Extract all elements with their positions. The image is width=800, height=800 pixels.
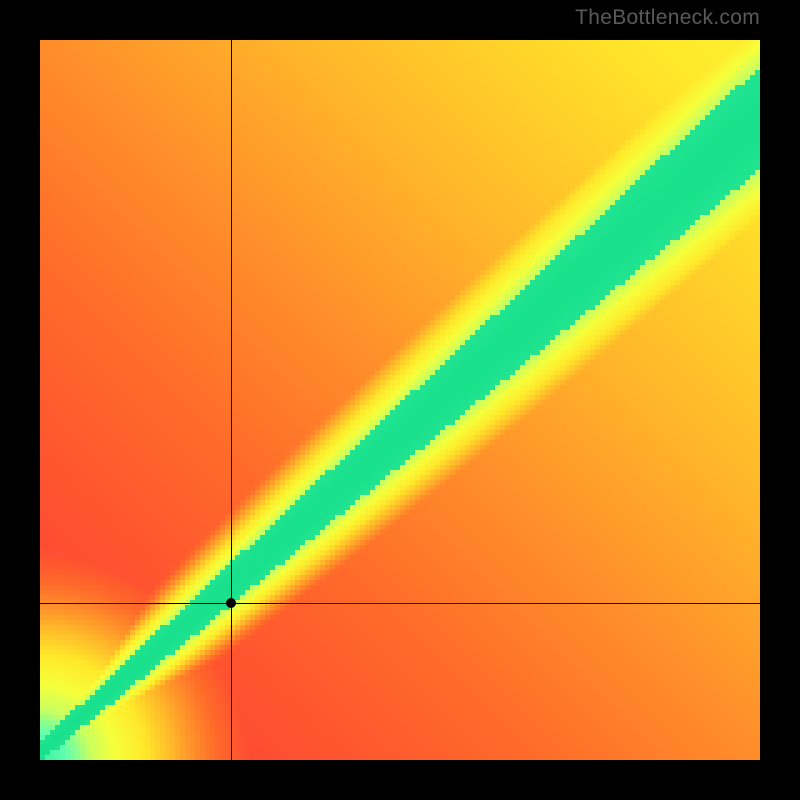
bottleneck-heatmap	[40, 40, 760, 760]
marker-dot	[226, 598, 236, 608]
watermark-text: TheBottleneck.com	[575, 6, 760, 30]
crosshair-vertical	[231, 40, 232, 760]
heatmap-canvas	[40, 40, 760, 760]
crosshair-horizontal	[40, 603, 760, 604]
